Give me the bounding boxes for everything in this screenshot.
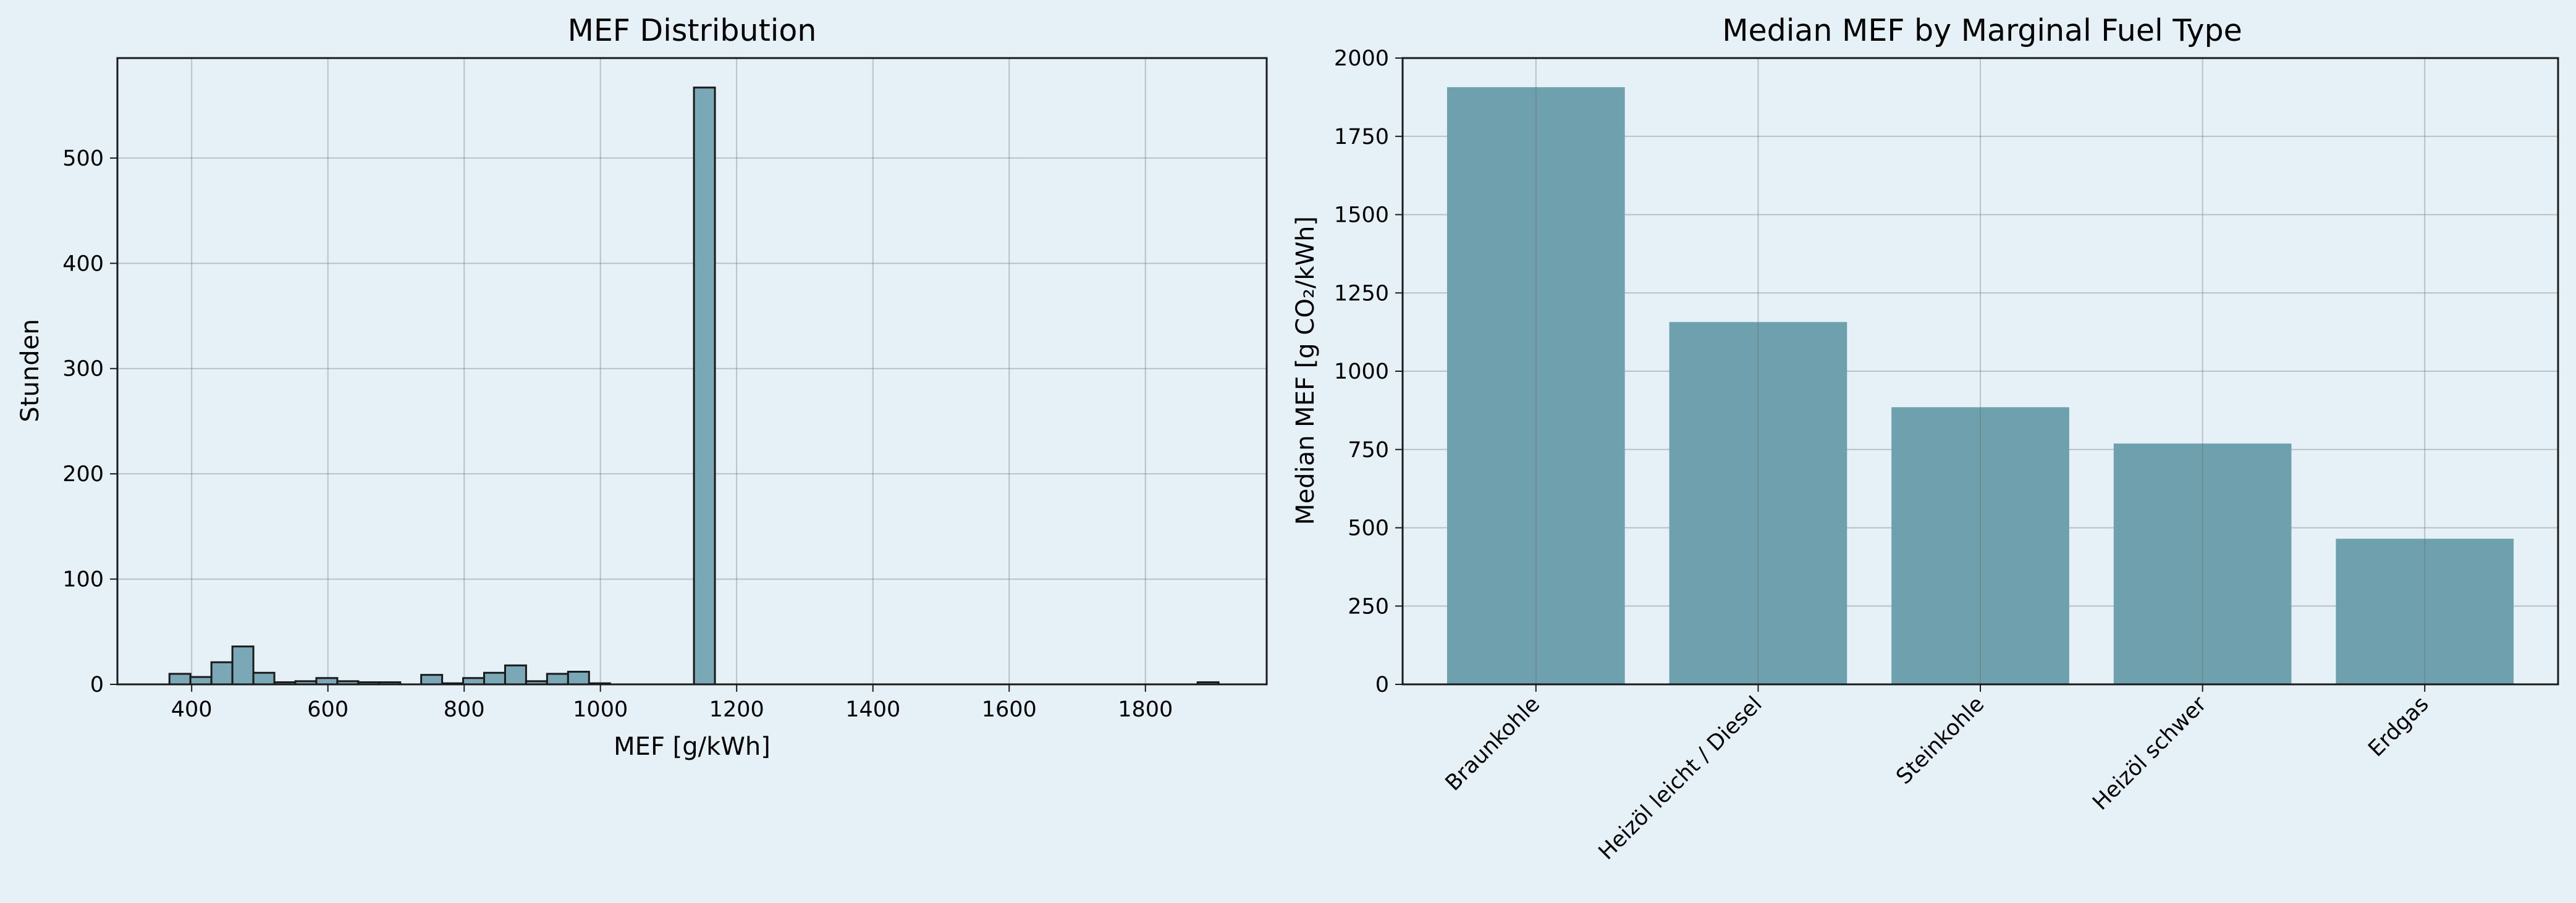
histogram-y-ticks: 0 100 200 300 400 500 bbox=[62, 146, 117, 697]
bar-chart-x-ticks: Braunkohle Heizöl leicht / Diesel Steinkoh… bbox=[1441, 684, 2434, 865]
histogram-bin bbox=[420, 674, 444, 686]
y-tick-label: 0 bbox=[90, 673, 104, 697]
median-bar bbox=[1891, 407, 2069, 684]
x-tick-label: 1600 bbox=[982, 697, 1037, 722]
bar-chart-title: Median MEF by Marginal Fuel Type bbox=[1722, 13, 2242, 48]
histogram-bin bbox=[252, 671, 276, 686]
median-bar bbox=[1446, 87, 1625, 684]
y-tick-label: 2000 bbox=[1334, 46, 1389, 71]
x-tick-label: 800 bbox=[444, 697, 485, 722]
y-tick-label: 200 bbox=[62, 462, 104, 487]
histogram-grid bbox=[117, 58, 1267, 685]
bar-chart-axes-frame bbox=[1401, 57, 2559, 686]
histogram-panel: MEF Distribution 400 600 800 1000 1200 1400 16… bbox=[16, 13, 1268, 761]
x-tick-label: 600 bbox=[307, 697, 348, 722]
y-tick-label: 500 bbox=[62, 146, 104, 171]
y-tick-label: 100 bbox=[62, 568, 104, 592]
y-tick-label: 300 bbox=[62, 357, 104, 382]
histogram-title: MEF Distribution bbox=[568, 13, 817, 48]
histogram-bin bbox=[693, 86, 716, 686]
histogram-bin bbox=[210, 661, 234, 686]
bar-chart-y-label: Median MEF [g CO₂/kWh] bbox=[1291, 216, 1320, 525]
median-bar-panel: Median MEF by Marginal Fuel Type Braunko… bbox=[1291, 13, 2559, 865]
x-tick-label: 400 bbox=[171, 697, 213, 722]
category-label: Braunkohle bbox=[1441, 692, 1545, 796]
x-tick-label: 1400 bbox=[845, 697, 900, 722]
y-tick-label: 0 bbox=[1375, 673, 1389, 697]
y-tick-label: 250 bbox=[1348, 594, 1389, 619]
category-label: Erdgas bbox=[2363, 692, 2433, 762]
category-label: Heizöl leicht / Diesel bbox=[1594, 692, 1767, 865]
category-label: Steinkohle bbox=[1891, 692, 1989, 789]
bar-chart-bars bbox=[1446, 58, 2514, 684]
histogram-bin bbox=[462, 677, 486, 686]
median-bar bbox=[1669, 322, 1848, 684]
y-tick-label: 1250 bbox=[1334, 281, 1389, 306]
category-label: Heizöl schwer bbox=[2088, 692, 2211, 815]
histogram-bin bbox=[168, 673, 192, 686]
histogram-axes-frame bbox=[116, 57, 1268, 686]
y-tick-label: 1750 bbox=[1334, 125, 1389, 149]
histogram-bin bbox=[231, 645, 255, 686]
y-tick-label: 1500 bbox=[1334, 203, 1389, 228]
histogram-x-label: MEF [g/kWh] bbox=[614, 733, 771, 761]
median-bar bbox=[2336, 539, 2514, 684]
histogram-bin bbox=[189, 676, 213, 686]
histogram-bin bbox=[315, 677, 339, 686]
y-tick-label: 750 bbox=[1348, 438, 1389, 463]
histogram-bin bbox=[546, 673, 569, 686]
histogram-x-ticks: 400 600 800 1000 1200 1400 1600 1800 bbox=[171, 684, 1173, 722]
histogram-bin bbox=[567, 671, 590, 686]
histogram-bars bbox=[168, 86, 1220, 686]
y-tick-label: 500 bbox=[1348, 516, 1389, 541]
y-tick-label: 400 bbox=[62, 251, 104, 276]
bar-chart-y-ticks: 0 250 500 750 1000 1250 1500 1750 2000 bbox=[1334, 46, 1403, 697]
x-tick-label: 1000 bbox=[573, 697, 628, 722]
histogram-bin bbox=[483, 671, 506, 686]
histogram-y-label: Stunden bbox=[16, 319, 44, 422]
x-tick-label: 1200 bbox=[709, 697, 764, 722]
y-tick-label: 1000 bbox=[1334, 359, 1389, 384]
histogram-bin bbox=[504, 664, 527, 686]
median-bar bbox=[2113, 443, 2292, 684]
x-tick-label: 1800 bbox=[1118, 697, 1173, 722]
